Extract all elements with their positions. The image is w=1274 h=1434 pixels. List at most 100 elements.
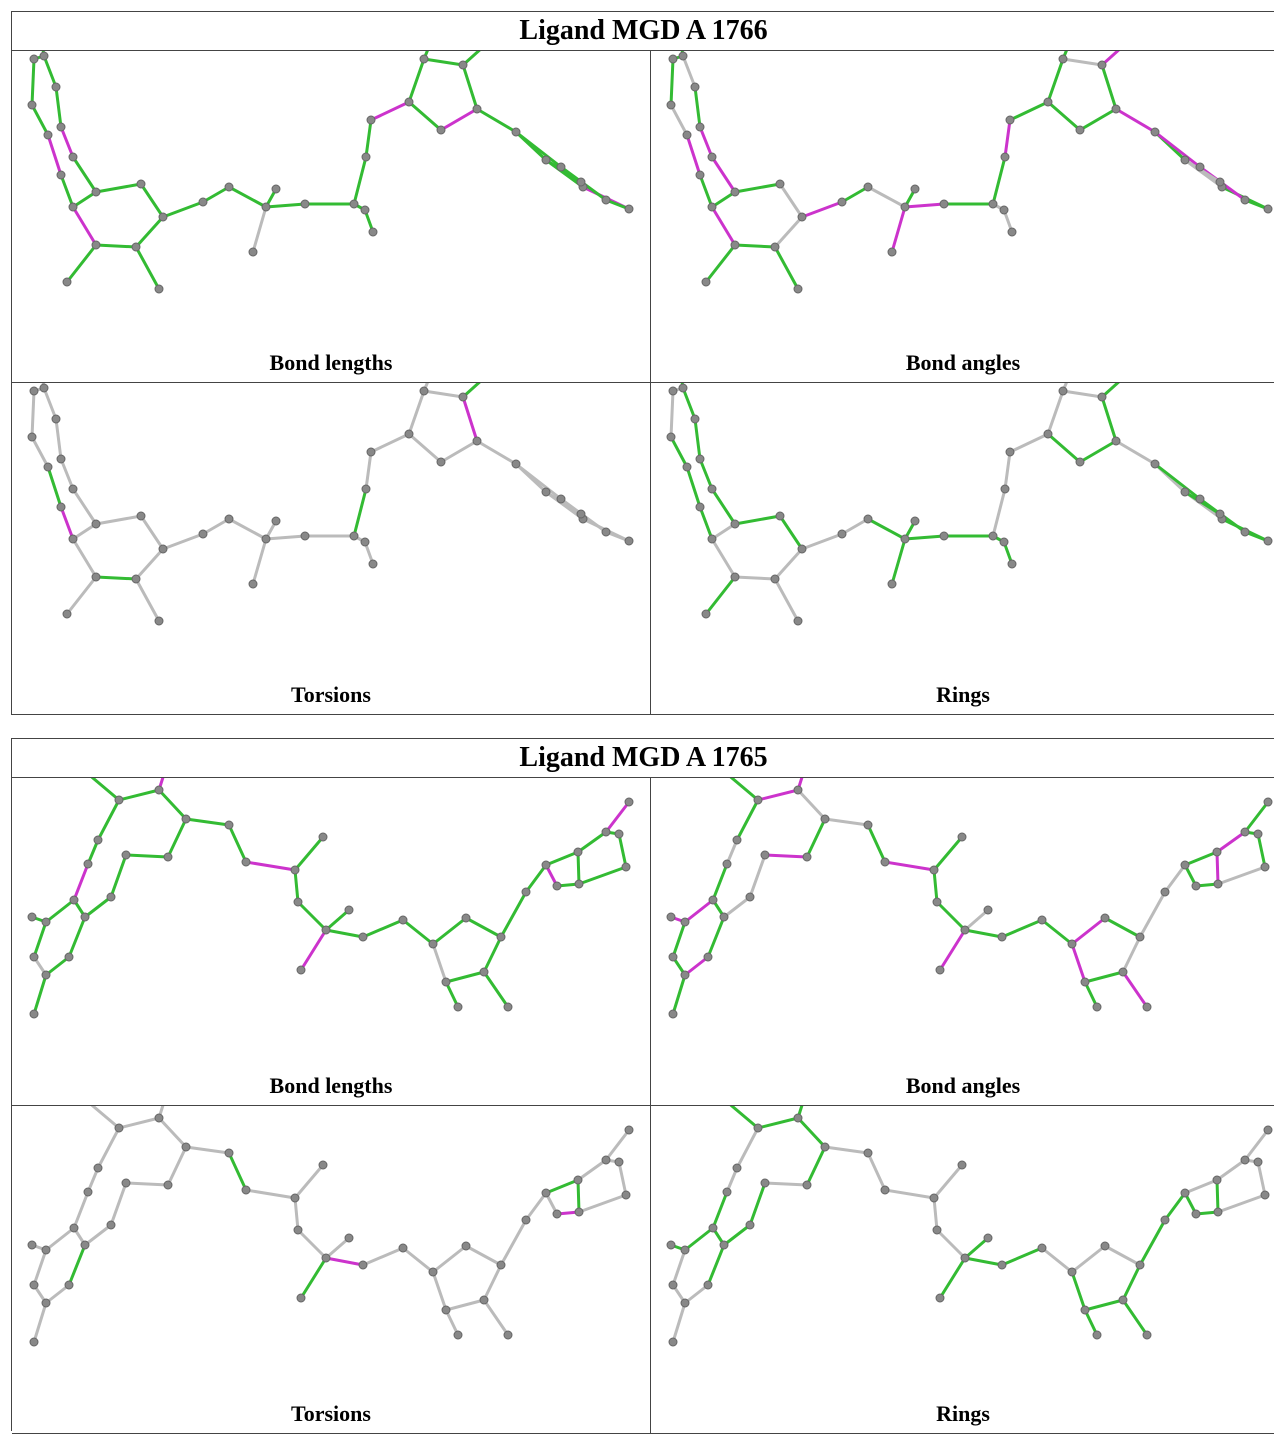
bond [704,575,737,616]
atom [296,965,306,975]
atom [479,967,489,977]
molecule [27,778,634,1019]
atom [1212,1175,1222,1185]
atom [39,51,49,61]
atom [983,1233,993,1243]
atom [863,182,873,192]
atom [932,1225,942,1235]
atom [154,1113,164,1123]
atom [349,199,359,209]
atom [552,881,562,891]
bond [161,532,205,551]
bond [369,100,411,122]
bond [30,389,36,439]
bond [805,1145,827,1187]
atom [358,932,368,942]
atom [121,1178,131,1188]
bond [72,1190,90,1230]
bond [681,54,697,89]
bond [932,835,964,872]
bond [157,1106,165,1120]
atom [880,857,890,867]
bond [364,118,373,159]
bond [46,133,63,177]
atom [541,1188,551,1198]
bond [352,487,368,538]
atom [419,54,429,64]
atom [62,609,72,619]
atom [114,795,124,805]
bond [1083,1308,1099,1337]
bond [796,788,827,821]
bond [671,1301,687,1344]
bond [361,1246,405,1267]
bond [683,1283,710,1305]
atom [887,247,897,257]
bond [54,85,63,129]
atom [775,511,785,521]
bond [963,1256,1004,1267]
bond [883,860,936,872]
atom [458,392,468,402]
atom [1263,536,1273,546]
atom [154,284,164,294]
bond [840,185,870,204]
atom [722,1187,732,1197]
bond [44,955,71,977]
atom [1180,487,1190,497]
bond [1083,980,1099,1009]
atom [745,892,755,902]
bond [431,916,468,946]
bond [166,817,188,859]
bond [46,465,63,509]
bond [669,57,675,107]
bond [711,1190,729,1230]
cell: Bond lengths [12,778,650,1106]
atom [360,537,370,547]
bond [669,435,689,469]
bond [1215,1178,1220,1214]
atom [511,127,521,137]
bond [1138,1218,1167,1267]
atom [910,516,920,526]
atom [1213,1207,1223,1217]
atom [1097,60,1107,70]
atom [1160,887,1170,897]
bond [244,1188,297,1200]
atom [900,534,910,544]
bond [604,800,631,834]
cell-caption: Bond angles [905,350,1021,375]
figure: Ligand MGD A 1766 Bond lengths Bond angle… [11,11,1274,715]
atom [797,544,807,554]
atom [83,1187,93,1197]
bond [1046,432,1082,464]
bond [756,788,800,802]
atom [436,125,446,135]
atom [93,835,103,845]
bond [514,130,563,169]
figure-title: Ligand MGD A 1766 [12,12,1274,51]
atom [131,574,141,584]
bond [71,537,98,579]
atom [797,212,807,222]
bond [184,1145,231,1155]
cell: Rings [650,1106,1274,1434]
atom [601,827,611,837]
atom [939,199,949,209]
atom [181,1142,191,1152]
cell: Bond angles [650,778,1274,1106]
atom [1191,1209,1201,1219]
molecule [27,1106,634,1347]
atom [1092,1330,1102,1340]
atom [1263,797,1273,807]
atom [56,170,66,180]
bond [748,853,767,899]
bond [866,823,887,864]
bond [361,918,405,939]
atom [624,797,634,807]
atom [556,494,566,504]
atom [1180,860,1190,870]
bond [669,103,689,137]
atom [158,544,168,554]
bond [1100,383,1120,399]
